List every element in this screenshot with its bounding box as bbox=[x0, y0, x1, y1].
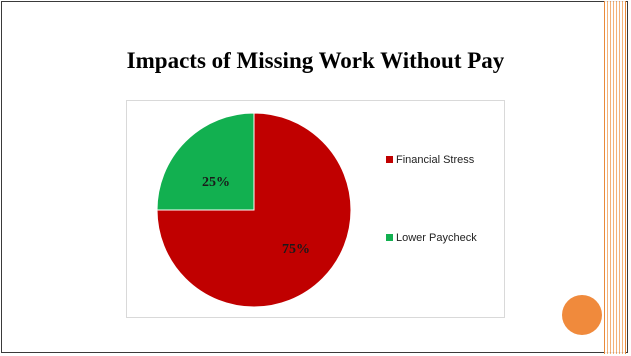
pie-chart: 75% 25% Financial Stress Lower Paycheck bbox=[156, 112, 477, 308]
legend-swatch bbox=[386, 156, 393, 163]
stripe-band-edge-right bbox=[625, 1, 626, 354]
decorative-stripe-band bbox=[604, 1, 626, 354]
slice-value-label: 75% bbox=[282, 242, 310, 257]
legend-label: Financial Stress bbox=[396, 154, 475, 166]
slide-title: Impacts of Missing Work Without Pay bbox=[126, 48, 505, 73]
legend-label: Lower Paycheck bbox=[396, 232, 477, 244]
slice-value-label: 25% bbox=[202, 175, 230, 190]
pie-slice-lower-paycheck bbox=[156, 112, 255, 211]
stripe-band-edge-left bbox=[604, 1, 605, 354]
pie-slice-financial-stress bbox=[156, 112, 352, 308]
legend-swatch bbox=[386, 234, 393, 241]
chart-container: 75% 25% Financial Stress Lower Paycheck bbox=[126, 100, 505, 318]
decorative-orange-dot bbox=[562, 295, 602, 335]
